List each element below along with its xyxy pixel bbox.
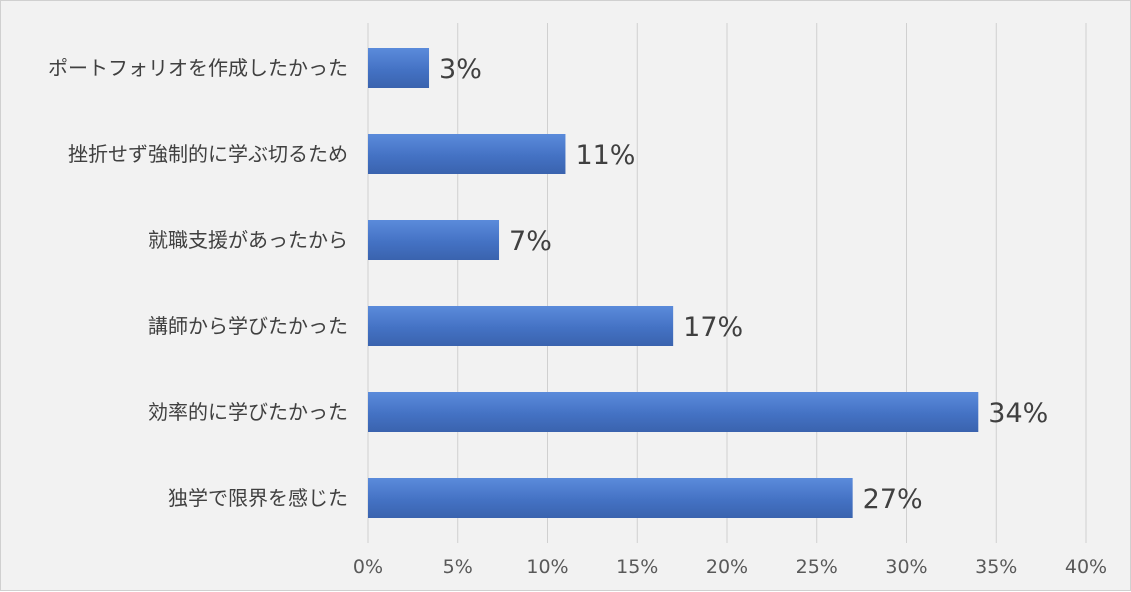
x-tick-label: 40% <box>1065 556 1107 578</box>
bar <box>368 306 674 346</box>
x-tick-label: 30% <box>885 556 927 578</box>
bars <box>368 48 979 518</box>
x-tick-label: 35% <box>975 556 1017 578</box>
x-tick-label: 5% <box>443 556 473 578</box>
bar <box>368 134 566 174</box>
data-label: 17% <box>683 312 743 343</box>
bar <box>368 48 430 88</box>
bar <box>368 478 853 518</box>
bar <box>368 392 979 432</box>
data-label: 27% <box>863 484 923 515</box>
category-label: 講師から学びたかった <box>148 314 348 338</box>
data-label: 11% <box>575 140 635 171</box>
x-tick-label: 0% <box>353 556 383 578</box>
x-axis-ticks: 0% 5% 10% 15% 20% 25% 30% 35% 40% <box>353 556 1107 578</box>
x-tick-label: 25% <box>796 556 838 578</box>
category-label: 効率的に学びたかった <box>148 400 348 424</box>
category-labels: ポートフォリオを作成したかった挫折せず強制的に学ぶ切るため就職支援があったから講… <box>48 56 348 510</box>
bar <box>368 220 500 260</box>
gridlines <box>367 23 1087 543</box>
category-label: 独学で限界を感じた <box>168 486 348 510</box>
category-label: 挫折せず強制的に学ぶ切るため <box>68 142 348 166</box>
category-label: 就職支援があったから <box>148 228 348 252</box>
data-label: 34% <box>988 398 1048 429</box>
x-tick-label: 15% <box>616 556 658 578</box>
x-tick-label: 10% <box>526 556 568 578</box>
data-label: 3% <box>439 54 482 85</box>
data-label: 7% <box>509 226 552 257</box>
data-labels: 3% 11% 7% 17% 34% 27% <box>439 54 1048 515</box>
x-tick-label: 20% <box>706 556 748 578</box>
category-label: ポートフォリオを作成したかった <box>48 56 348 80</box>
